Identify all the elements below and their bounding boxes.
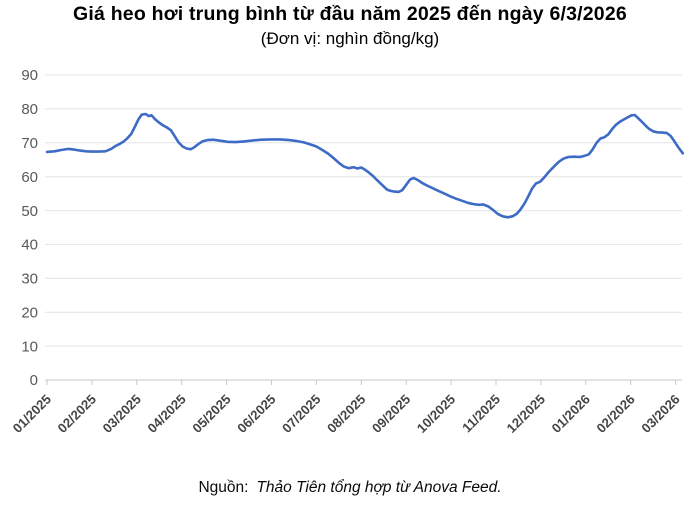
x-tick-label: 07/2025 (279, 392, 323, 436)
y-tick-label: 80 (21, 101, 38, 118)
chart-title: Giá heo hơi trung bình từ đầu năm 2025 đ… (73, 3, 627, 25)
x-tick-label: 12/2025 (504, 392, 548, 436)
x-tick-label: 03/2025 (100, 392, 144, 436)
y-tick-label: 10 (21, 338, 38, 355)
price-line (45, 112, 685, 219)
source-text: Thảo Tiên tổng hợp từ Anova Feed. (256, 479, 502, 496)
y-tick-label: 60 (21, 169, 38, 186)
x-tick-label: 03/2026 (638, 392, 682, 436)
y-tick-label: 70 (21, 135, 38, 152)
x-tick-label: 01/2026 (549, 392, 593, 436)
source-prefix-label: Nguồn: (198, 479, 249, 496)
y-tick-label: 30 (21, 271, 38, 288)
x-tick-label: 01/2025 (10, 392, 54, 436)
x-tick-label: 04/2025 (145, 392, 189, 436)
y-tick-label: 90 (21, 67, 38, 84)
x-tick-label: 02/2025 (55, 392, 99, 436)
x-tick-label: 10/2025 (414, 392, 458, 436)
x-tick-label: 11/2025 (459, 392, 503, 436)
y-tick-label: 20 (21, 304, 38, 321)
x-tick-label: 06/2025 (234, 392, 278, 436)
x-tick-label: 05/2025 (189, 392, 233, 436)
source-caption: Nguồn: Thảo Tiên tổng hợp từ Anova Feed. (0, 479, 700, 497)
x-tick-label: 08/2025 (324, 392, 368, 436)
price-line-chart: 0 10 20 30 40 50 60 70 80 90 01/2025 02/2025 03/2025… (10, 67, 685, 436)
y-tick-label: 50 (21, 203, 38, 220)
y-tick-label: 40 (21, 237, 38, 254)
x-tick-label: 02/2026 (594, 392, 638, 436)
y-tick-label: 0 (30, 372, 38, 389)
x-tick-label: 09/2025 (369, 392, 413, 436)
chart-subtitle: (Đơn vị: nghìn đồng/kg) (260, 29, 440, 48)
